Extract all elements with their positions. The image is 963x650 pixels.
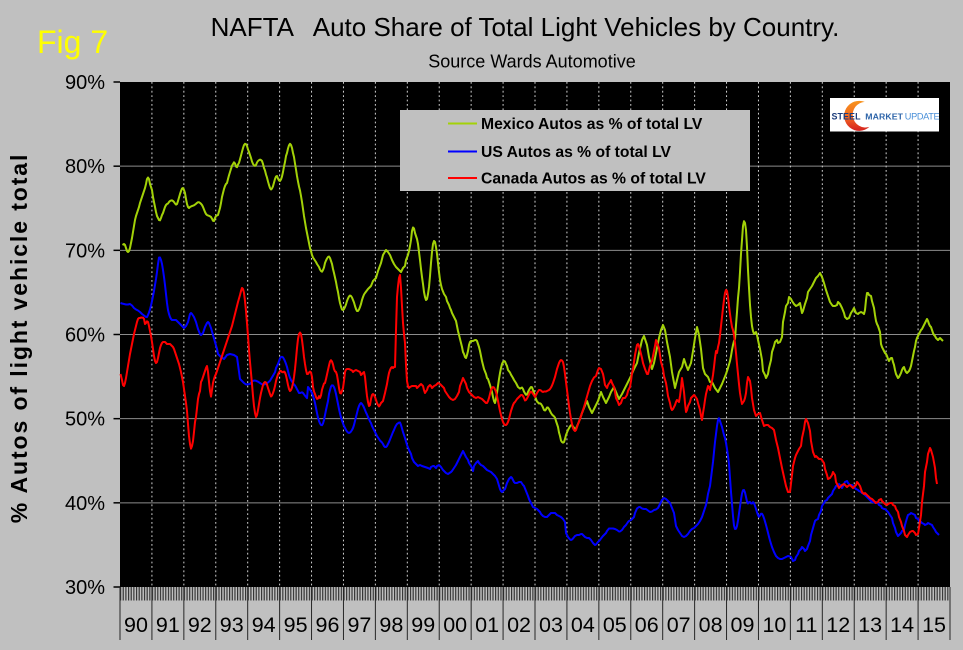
svg-text:08: 08 [699,613,723,637]
svg-text:06: 06 [635,613,659,637]
svg-text:NAFTA Auto Share of Total Li: NAFTA Auto Share of Total Light Vehicles… [211,12,840,42]
svg-text:Canada Autos as % of total LV: Canada Autos as % of total LV [481,171,706,188]
svg-text:02: 02 [507,613,531,637]
svg-text:70%: 70% [65,240,105,262]
svg-text:95: 95 [284,613,308,637]
svg-text:99: 99 [411,613,435,637]
svg-text:UPDATE: UPDATE [905,111,940,121]
svg-text:11: 11 [795,613,817,637]
svg-text:92: 92 [188,613,212,637]
svg-text:98: 98 [379,613,403,637]
svg-text:91: 91 [156,613,180,637]
svg-text:10: 10 [762,613,786,637]
svg-text:90%: 90% [65,72,105,94]
svg-text:14: 14 [890,613,914,637]
svg-text:15: 15 [922,613,946,637]
svg-text:Fig 7: Fig 7 [37,24,108,60]
svg-text:09: 09 [731,613,755,637]
svg-text:97: 97 [347,613,371,637]
svg-text:80%: 80% [65,156,105,178]
svg-text:60%: 60% [65,325,105,347]
svg-text:30%: 30% [65,577,105,599]
svg-text:93: 93 [220,613,244,637]
svg-text:MARKET: MARKET [865,111,903,121]
svg-text:13: 13 [858,613,882,637]
svg-text:01: 01 [475,613,499,637]
svg-text:Mexico Autos as % of total LV: Mexico Autos as % of total LV [481,116,703,133]
svg-text:50%: 50% [65,409,105,431]
svg-text:04: 04 [571,613,595,637]
svg-text:00: 00 [443,613,467,637]
svg-text:07: 07 [667,613,691,637]
svg-text:12: 12 [826,613,850,637]
svg-text:03: 03 [539,613,563,637]
svg-text:US Autos as % of total LV: US Autos as % of total LV [481,144,672,161]
svg-text:% Autos of light vehicle total: % Autos of light vehicle total [6,153,32,524]
svg-text:96: 96 [316,613,340,637]
svg-text:40%: 40% [65,493,105,515]
svg-text:05: 05 [603,613,627,637]
svg-text:STEEL: STEEL [832,111,862,121]
svg-text:90: 90 [124,613,148,637]
svg-text:Source Wards Automotive: Source Wards Automotive [428,52,635,72]
svg-text:94: 94 [252,613,276,637]
